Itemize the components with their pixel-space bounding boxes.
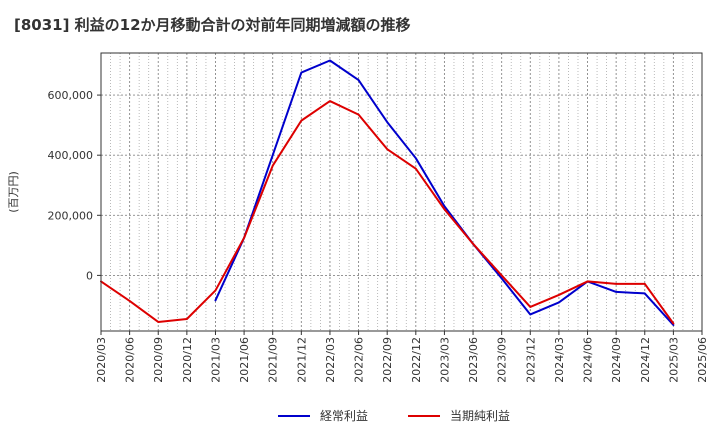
y-tick-label: 400,000 bbox=[48, 149, 94, 162]
x-tick-label: 2023/12 bbox=[524, 337, 537, 383]
y-tick-label: 600,000 bbox=[48, 89, 94, 102]
x-tick-label: 2024/12 bbox=[639, 337, 652, 383]
y-tick-label: 200,000 bbox=[48, 209, 94, 222]
x-tick-label: 2021/03 bbox=[209, 337, 222, 383]
series-line-2 bbox=[100, 100, 675, 325]
x-tick-label: 2024/03 bbox=[553, 337, 566, 383]
x-axis: 2020/03 2020/06 2020/09 2020/12 2021/03 2021/… bbox=[95, 331, 709, 383]
series-line-1 bbox=[214, 59, 675, 326]
chart-title: [8031] 利益の12か月移動合計の対前年同期増減額の推移 bbox=[14, 16, 411, 34]
x-tick-label: 2022/12 bbox=[410, 337, 423, 383]
x-tick-label: 2025/03 bbox=[667, 337, 680, 383]
legend: 経常利益 当期純利益 bbox=[278, 409, 510, 423]
x-tick-label: 2023/03 bbox=[438, 337, 451, 383]
x-tick-label: 2020/12 bbox=[181, 337, 194, 383]
x-tick-label: 2020/06 bbox=[124, 337, 137, 383]
x-tick-label: 2021/09 bbox=[267, 337, 280, 383]
x-tick-label: 2022/09 bbox=[381, 337, 394, 383]
x-tick-label: 2024/06 bbox=[582, 337, 595, 383]
grid-layer bbox=[101, 53, 702, 331]
x-tick-label: 2023/06 bbox=[467, 337, 480, 383]
x-tick-label: 2022/06 bbox=[353, 337, 366, 383]
x-tick-label: 2024/09 bbox=[610, 337, 623, 383]
series-layer bbox=[100, 59, 675, 326]
y-axis: 0 200,000 400,000 600,000 bbox=[48, 89, 101, 282]
plot-frame bbox=[100, 52, 703, 332]
plot-area bbox=[101, 53, 702, 331]
x-tick-label: 2020/03 bbox=[95, 337, 108, 383]
x-tick-label: 2021/06 bbox=[238, 337, 251, 383]
x-tick-label: 2025/06 bbox=[696, 337, 709, 383]
x-tick-label: 2023/09 bbox=[496, 337, 509, 383]
y-axis-label: (百万円) bbox=[7, 171, 20, 213]
legend-label-1: 経常利益 bbox=[320, 409, 368, 423]
legend-label-2: 当期純利益 bbox=[450, 409, 510, 423]
x-tick-label: 2021/12 bbox=[295, 337, 308, 383]
x-tick-label: 2022/03 bbox=[324, 337, 337, 383]
y-tick-label: 0 bbox=[86, 269, 93, 282]
x-tick-label: 2020/09 bbox=[152, 337, 165, 383]
